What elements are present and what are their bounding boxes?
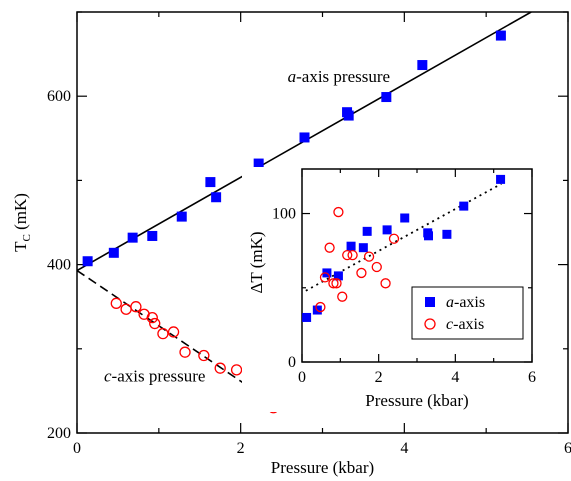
data-point-square — [400, 213, 410, 223]
inset-legend: a-axis c-axis — [411, 286, 524, 340]
data-point-circle — [371, 261, 382, 273]
data-point-square — [358, 243, 368, 253]
data-point-square — [127, 232, 138, 243]
main-y-axis-label: TC (mK) — [11, 193, 33, 252]
inset-y-axis-label: ΔT (mK) — [247, 231, 266, 293]
data-point-circle — [363, 251, 375, 262]
data-point-square — [108, 247, 119, 258]
data-point-square — [343, 110, 354, 121]
data-point-square — [382, 225, 392, 235]
legend-label-a-axis: a-axis — [446, 294, 485, 311]
main-data-points — [82, 30, 506, 414]
data-point-square — [82, 256, 93, 267]
data-point-circle — [356, 267, 367, 279]
data-point-square — [495, 30, 506, 41]
data-point-square — [211, 192, 222, 203]
data-point-circle — [149, 317, 161, 330]
y-tick-label: 0 — [288, 354, 296, 371]
inset-tick-labels: 0 2 4 6 0 100 — [272, 206, 536, 386]
inset-ticks — [301, 169, 533, 363]
y-tick-label: 600 — [47, 88, 71, 105]
legend-circle-marker — [424, 318, 436, 330]
data-point-circle — [167, 326, 180, 338]
main-ticks — [76, 11, 569, 434]
legend-label-c-axis: c-axis — [446, 316, 484, 333]
data-point-circle — [388, 233, 400, 244]
data-point-square — [424, 231, 433, 241]
c-axis-pressure-annotation: c-axis pressure — [104, 367, 206, 386]
x-tick-label: 2 — [237, 440, 245, 457]
legend-marker-a-axis — [425, 297, 435, 307]
data-point-circle — [230, 364, 243, 376]
data-point-circle — [130, 301, 142, 313]
y-tick-label: 100 — [272, 206, 296, 223]
data-point-square — [299, 132, 310, 143]
data-point-square — [496, 174, 506, 184]
x-tick-label: 4 — [451, 369, 459, 386]
data-point-circle — [146, 311, 158, 324]
y-tick-label: 200 — [47, 425, 71, 442]
data-point-circle — [110, 297, 122, 309]
data-point-circle — [120, 303, 132, 315]
data-point-circle — [337, 291, 348, 302]
data-point-circle — [198, 349, 210, 362]
inset-data-points — [302, 174, 506, 322]
data-point-circle — [331, 278, 342, 289]
main-x-axis-label: Pressure (kbar) — [271, 458, 374, 477]
data-point-circle — [328, 278, 339, 289]
data-point-square — [459, 201, 469, 211]
x-tick-label: 2 — [375, 369, 383, 386]
data-point-square — [417, 60, 428, 71]
inset-x-axis-label: Pressure (kbar) — [365, 391, 468, 410]
data-point-square — [346, 241, 356, 251]
x-tick-label: 4 — [400, 440, 408, 457]
data-point-circle — [214, 362, 226, 374]
a-axis-pressure-annotation: a-axis pressure — [288, 67, 390, 86]
data-point-circle — [179, 346, 191, 358]
data-point-circle — [157, 327, 169, 340]
data-point-square — [333, 271, 343, 281]
data-point-square — [302, 312, 312, 322]
data-point-circle — [319, 272, 331, 283]
data-point-square — [381, 92, 392, 103]
data-point-square — [176, 211, 187, 222]
data-point-circle — [347, 249, 358, 261]
legend-marker-c-axis — [424, 318, 436, 330]
x-tick-label: 0 — [298, 369, 306, 386]
data-point-square — [442, 229, 452, 239]
data-point-square — [362, 226, 372, 236]
legend-square-marker — [425, 297, 435, 307]
data-point-circle — [315, 301, 326, 313]
data-point-circle — [324, 242, 335, 253]
data-point-circle — [380, 278, 391, 289]
x-tick-label: 6 — [528, 369, 536, 386]
data-point-square — [253, 158, 264, 169]
data-point-circle — [333, 206, 344, 218]
inset-plot: 0 2 4 6 0 100 Pressure (kbar) ΔT (mK) a-axis … — [242, 167, 536, 412]
y-tick-label: 400 — [47, 257, 71, 274]
x-tick-label: 0 — [73, 440, 81, 457]
data-point-circle — [342, 249, 353, 261]
data-point-square — [147, 230, 158, 241]
data-point-square — [205, 177, 216, 188]
legend-box — [411, 286, 524, 340]
x-tick-label: 6 — [564, 440, 571, 457]
